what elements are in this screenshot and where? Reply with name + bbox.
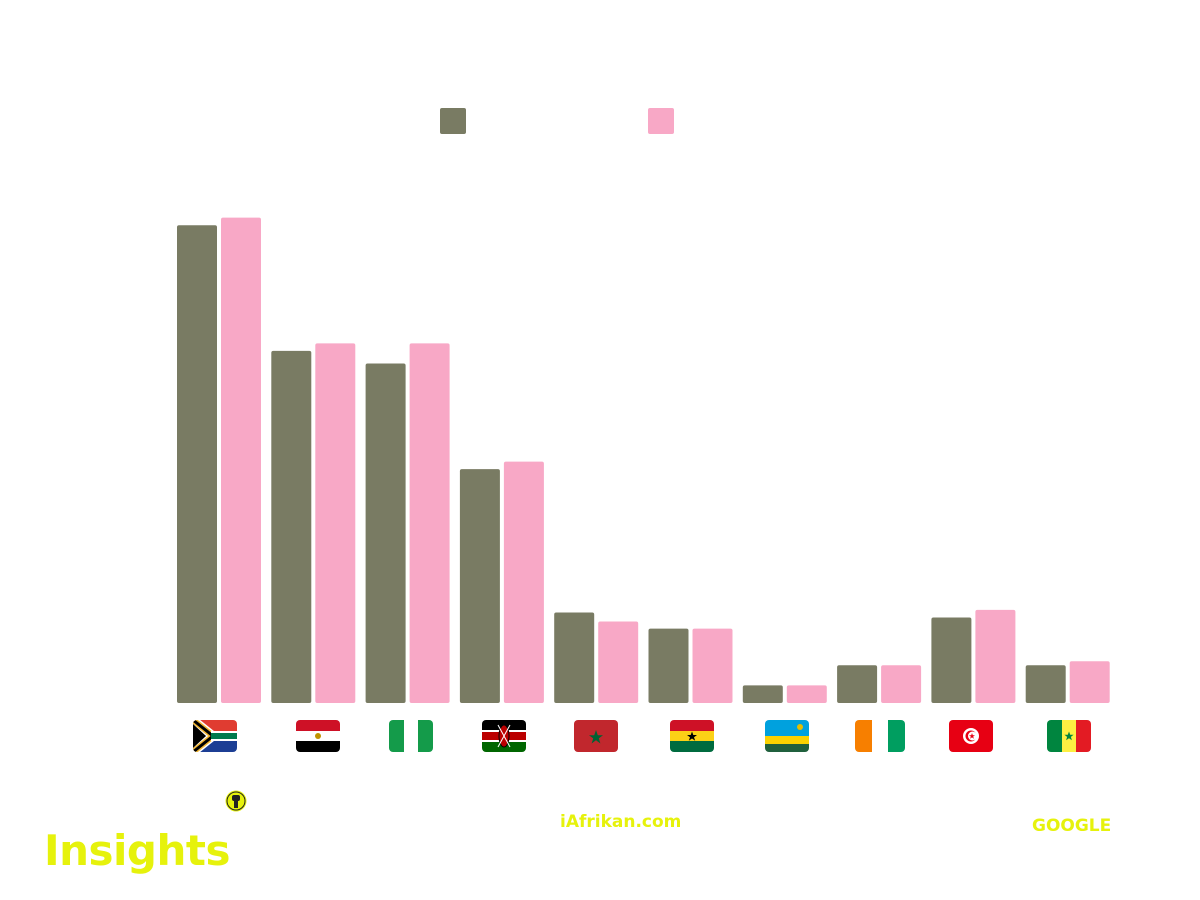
- bar-nigeria-series-2: [409, 343, 450, 703]
- bar-senegal-series-1: [1025, 665, 1066, 703]
- legend-swatch-series-1: [440, 108, 466, 134]
- bar-ghana-series-2: [692, 628, 733, 703]
- flag-egypt-icon: [296, 720, 340, 752]
- site-label: iAfrikan.com: [560, 812, 682, 832]
- flag-tunisia-icon: [949, 720, 993, 752]
- legend-swatch-series-2: [648, 108, 674, 134]
- bar-morocco-series-2: [598, 621, 639, 703]
- bar-tunisia-series-1: [931, 617, 972, 703]
- flag-senegal-icon: [1047, 720, 1091, 752]
- bar-rwanda-series-2: [786, 685, 827, 703]
- bar-senegal-series-2: [1069, 661, 1110, 703]
- bar-south-africa-series-2: [221, 217, 261, 703]
- flag-morocco-icon: [574, 720, 618, 752]
- fist-logo-icon: [225, 790, 247, 812]
- flag-cote-divoire-icon: [855, 720, 905, 752]
- bar-egypt-series-2: [315, 343, 356, 703]
- bar-kenya-series-2: [503, 461, 544, 703]
- insights-label: Insights: [44, 826, 230, 875]
- bar-tunisia-series-2: [975, 609, 1016, 703]
- source-label: GOOGLE: [1032, 816, 1112, 836]
- bar-rwanda-series-1: [742, 685, 783, 703]
- bar-cote-d-ivoire-series-2: [881, 665, 922, 703]
- flag-kenya-icon: [482, 720, 526, 752]
- bar-ghana-series-1: [648, 628, 689, 703]
- bar-egypt-series-1: [271, 350, 312, 703]
- flag-ghana-icon: [670, 720, 714, 752]
- flag-nigeria-icon: [389, 720, 433, 752]
- bar-morocco-series-1: [554, 612, 595, 703]
- bar-cote-d-ivoire-series-1: [837, 665, 878, 703]
- flag-south-africa-icon: [193, 720, 237, 752]
- bar-nigeria-series-1: [365, 363, 406, 703]
- flag-rwanda-icon: [765, 720, 809, 752]
- bar-kenya-series-1: [459, 469, 500, 703]
- bar-south-africa-series-1: [177, 225, 217, 703]
